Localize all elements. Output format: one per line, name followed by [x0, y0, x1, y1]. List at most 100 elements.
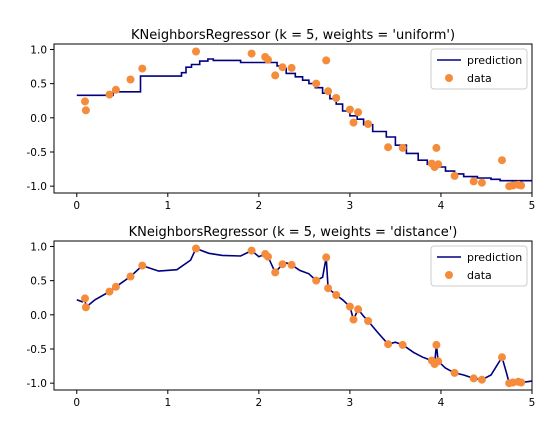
legend-marker-swatch	[445, 74, 453, 82]
x-tick-label: 4	[438, 200, 445, 212]
data-point	[434, 357, 443, 366]
data-point	[498, 353, 506, 362]
data-point	[324, 284, 333, 293]
prediction-line	[76, 247, 533, 385]
plot-frame	[53, 240, 533, 391]
data-point	[345, 302, 354, 311]
data-point	[324, 87, 333, 96]
data-point	[81, 106, 90, 115]
data-point	[247, 49, 256, 58]
x-tick-label: 1	[164, 397, 171, 409]
data-point	[271, 71, 280, 80]
data-point	[81, 97, 89, 106]
data-point	[192, 47, 200, 56]
data-point	[105, 90, 114, 99]
y-tick-label: 0.0	[30, 310, 47, 322]
data-point	[264, 55, 272, 64]
data-point	[432, 143, 441, 152]
data-point	[498, 156, 506, 165]
data-point	[398, 143, 407, 152]
marks	[76, 47, 532, 191]
data-point	[312, 276, 321, 285]
legend-label-data: data	[467, 269, 492, 282]
y-axis: 1.0 0.5 0.0 -0.5 -1.0	[27, 241, 54, 390]
y-tick-label: 0.5	[30, 79, 47, 91]
data-point	[332, 291, 341, 299]
data-point	[450, 171, 459, 180]
x-tick-label: 3	[347, 397, 354, 409]
legend-box	[430, 245, 528, 287]
x-tick-label: 4	[438, 397, 445, 409]
data-point	[384, 340, 393, 349]
data-point	[349, 315, 358, 324]
data-point	[477, 375, 486, 384]
data-point	[469, 374, 478, 383]
data-point	[434, 160, 443, 169]
y-tick-label: 1.0	[30, 241, 47, 253]
x-axis: 0 1 2 3 4 5	[73, 390, 535, 409]
legend: prediction data	[430, 48, 528, 90]
x-tick-label: 5	[529, 397, 536, 409]
y-tick-label: 0.5	[30, 276, 47, 288]
y-axis: 1.0 0.5 0.0 -0.5 -1.0	[27, 44, 54, 193]
data-point	[81, 303, 90, 312]
data-point	[450, 368, 459, 377]
data-point	[111, 85, 120, 94]
legend-label-prediction: prediction	[467, 54, 522, 67]
legend-label-data: data	[467, 72, 492, 85]
data-point	[384, 143, 393, 152]
data-point	[264, 252, 272, 261]
y-tick-label: -0.5	[27, 147, 48, 159]
data-point	[287, 260, 296, 269]
chart-uniform: KNeighborsRegressor (k = 5, weights = 'u…	[27, 28, 536, 212]
data-point	[111, 282, 120, 291]
y-tick-label: -1.0	[27, 378, 48, 390]
chart-distance: KNeighborsRegressor (k = 5, weights = 'd…	[27, 225, 536, 409]
y-tick-label: -1.0	[27, 181, 48, 193]
data-point	[469, 177, 478, 186]
data-point	[364, 120, 373, 128]
data-point	[432, 340, 441, 349]
x-tick-label: 0	[73, 200, 80, 212]
legend-label-prediction: prediction	[467, 251, 522, 264]
data-point	[312, 79, 321, 88]
data-point	[81, 294, 89, 303]
x-tick-label: 2	[256, 397, 263, 409]
x-tick-label: 0	[73, 397, 80, 409]
data-point	[138, 261, 147, 270]
data-point	[278, 63, 287, 72]
data-point	[517, 181, 526, 190]
y-tick-label: -0.5	[27, 344, 48, 356]
legend-box	[430, 48, 528, 90]
legend: prediction data	[430, 245, 528, 287]
data-point	[477, 178, 486, 187]
x-axis: 0 1 2 3 4 5	[73, 193, 535, 212]
x-tick-label: 1	[164, 200, 171, 212]
legend-marker-swatch	[445, 271, 453, 279]
marks	[76, 244, 533, 388]
data-point	[517, 378, 526, 387]
chart-title: KNeighborsRegressor (k = 5, weights = 'd…	[129, 225, 458, 240]
data-point	[138, 64, 147, 73]
data-point	[354, 108, 363, 117]
y-tick-label: 1.0	[30, 44, 47, 56]
data-point	[247, 246, 256, 255]
data-point	[278, 260, 287, 269]
data-point	[287, 63, 296, 72]
data-point	[345, 105, 354, 114]
chart-title: KNeighborsRegressor (k = 5, weights = 'u…	[131, 28, 455, 43]
data-point	[105, 287, 114, 296]
data-point	[126, 272, 135, 281]
data-point	[398, 340, 407, 349]
data-point	[349, 118, 358, 127]
data-point	[192, 244, 200, 253]
data-point	[354, 305, 363, 314]
data-point	[364, 317, 373, 325]
data-point	[322, 253, 331, 262]
x-tick-label: 5	[529, 200, 536, 212]
data-point	[332, 94, 341, 102]
plot-frame	[53, 43, 533, 194]
x-tick-label: 2	[256, 200, 263, 212]
data-point	[126, 75, 135, 84]
x-tick-label: 3	[347, 200, 354, 212]
